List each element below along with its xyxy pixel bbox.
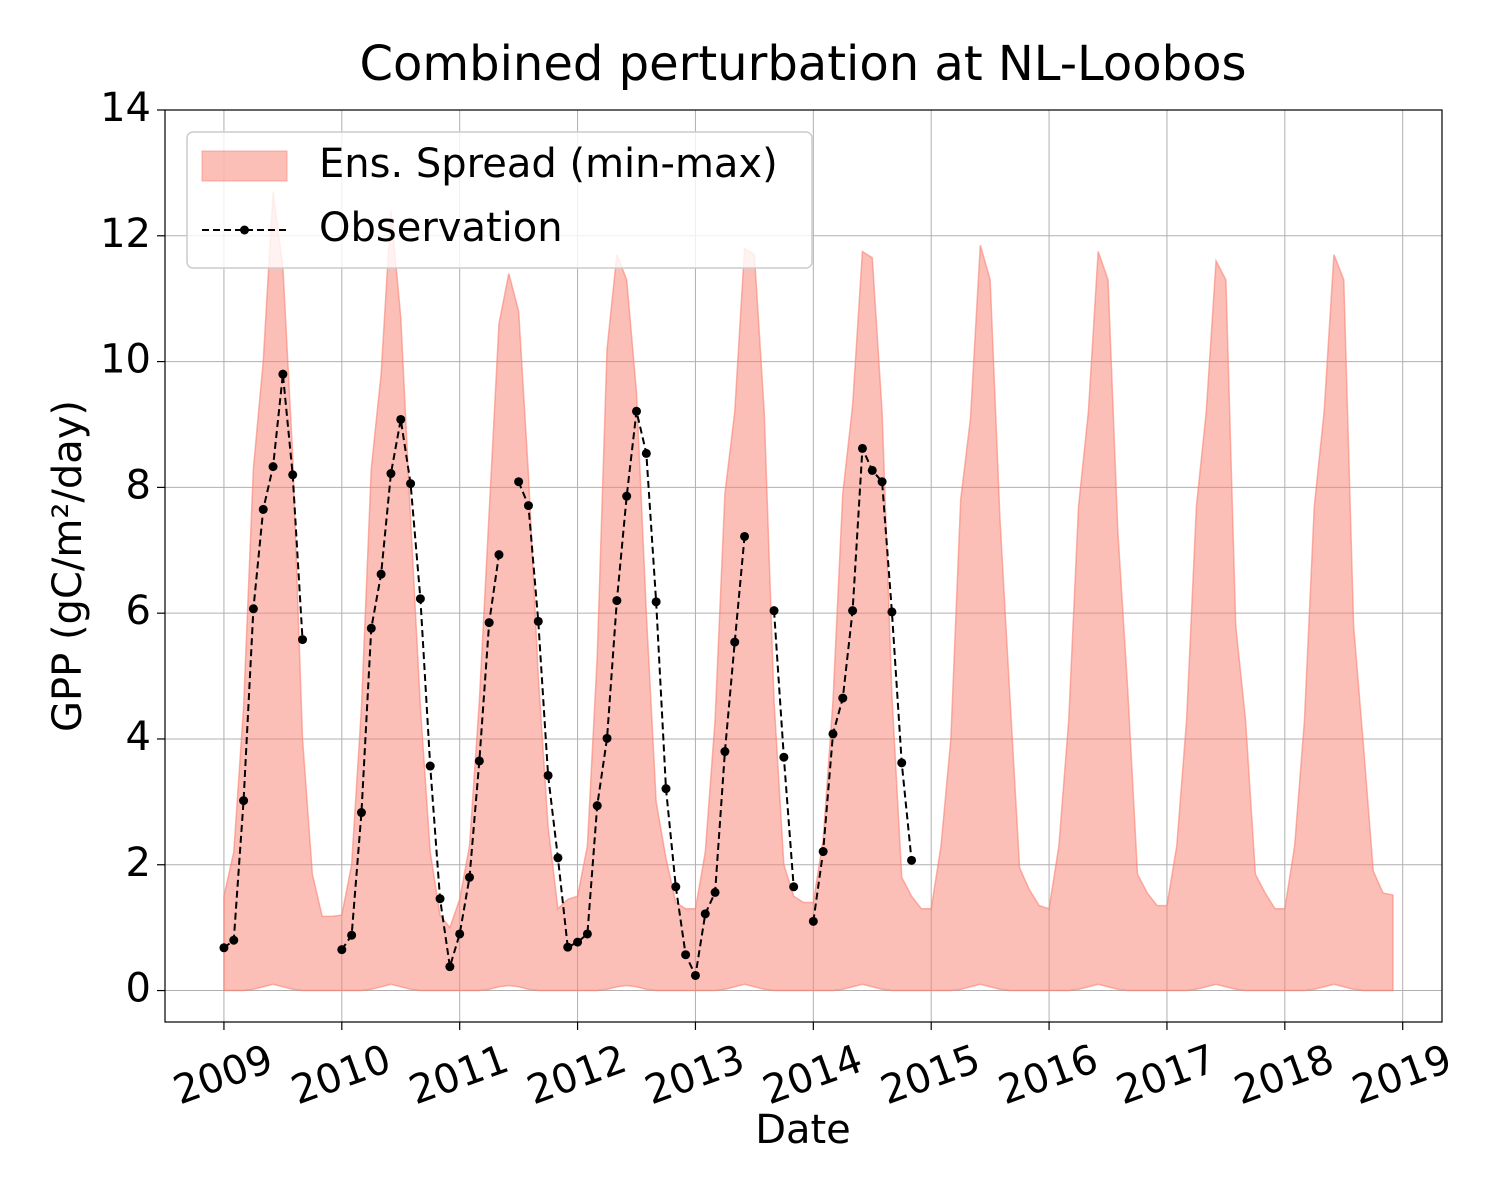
observation-point [828, 729, 838, 739]
observation-point [848, 606, 858, 616]
observation-point [415, 594, 425, 604]
observation-point [435, 894, 445, 904]
observation-point [720, 747, 730, 757]
observation-point [769, 606, 779, 616]
legend-swatch [201, 150, 288, 182]
observation-point [474, 756, 484, 766]
observation-point [651, 597, 661, 607]
observation-point [396, 414, 406, 424]
observation-point [533, 616, 543, 626]
y-tick-label: 0 [126, 966, 151, 1012]
observation-point [563, 942, 573, 952]
observation-point [376, 569, 386, 579]
observation-point [602, 733, 612, 743]
y-tick-label: 8 [126, 462, 151, 508]
observation-point [229, 935, 239, 945]
observation-point [808, 916, 818, 926]
observation-point [710, 887, 720, 897]
legend-marker [240, 225, 249, 235]
observation-point [465, 872, 475, 882]
observation-point [907, 855, 917, 865]
observation-point [239, 796, 249, 806]
observation-point [386, 469, 396, 479]
observation-point [484, 618, 494, 628]
legend: Ens. Spread (min-max) Observation [186, 131, 813, 269]
observation-point [612, 596, 622, 606]
observation-point [690, 970, 700, 980]
observation-point [897, 758, 907, 768]
observation-point [356, 808, 366, 818]
observation-point [219, 943, 229, 953]
observation-point [730, 637, 740, 647]
axes-frame [164, 109, 1443, 1023]
chart-title: Combined perturbation at NL-Loobos [359, 36, 1246, 92]
observation-point [268, 462, 278, 472]
observation-point [543, 770, 553, 780]
observation-point [366, 623, 376, 633]
observation-point [248, 604, 258, 614]
observation-point [681, 950, 691, 960]
y-tick-label: 10 [100, 337, 151, 383]
y-tick-label: 14 [100, 85, 151, 131]
observation-point [632, 406, 642, 416]
observation-point [700, 909, 710, 919]
observation-point [641, 448, 651, 458]
plot-area [219, 191, 1394, 992]
observation-point [671, 882, 681, 892]
legend-label: Observation [319, 205, 563, 251]
observation-point [857, 443, 867, 453]
observation-point [789, 882, 799, 892]
observation-point [582, 929, 592, 939]
legend-label: Ens. Spread (min-max) [319, 141, 778, 187]
observation-point [298, 635, 308, 645]
observation-point [278, 369, 288, 379]
y-tick-label: 6 [126, 588, 151, 634]
observation-point [661, 784, 671, 794]
observation-point [258, 504, 268, 514]
observation-point [347, 930, 357, 940]
legend-box [186, 131, 813, 269]
x-axis-label: Date [755, 1107, 851, 1153]
observation-point [573, 937, 583, 947]
observation-point [877, 477, 887, 487]
observation-point [445, 962, 455, 972]
observation-point [455, 929, 465, 939]
observation-point [337, 945, 347, 955]
observation-point [867, 465, 877, 475]
observation-point [592, 801, 602, 811]
observation-point [887, 607, 897, 617]
observation-point [779, 752, 789, 762]
observation-point [514, 477, 524, 487]
observation-point [406, 479, 416, 489]
observation-point [425, 761, 435, 771]
observation-point [818, 847, 828, 857]
y-tick-label: 12 [100, 211, 151, 257]
observation-point [740, 531, 750, 541]
observation-point [494, 550, 504, 560]
observation-point [523, 501, 533, 511]
y-tick-label: 4 [126, 714, 151, 760]
observation-point [288, 470, 298, 480]
observation-point [553, 853, 563, 863]
observation-point [838, 693, 848, 703]
y-tick-label: 2 [126, 840, 151, 886]
y-axis-label: GPP (gC/m²/day) [45, 400, 91, 732]
observation-point [622, 491, 632, 501]
